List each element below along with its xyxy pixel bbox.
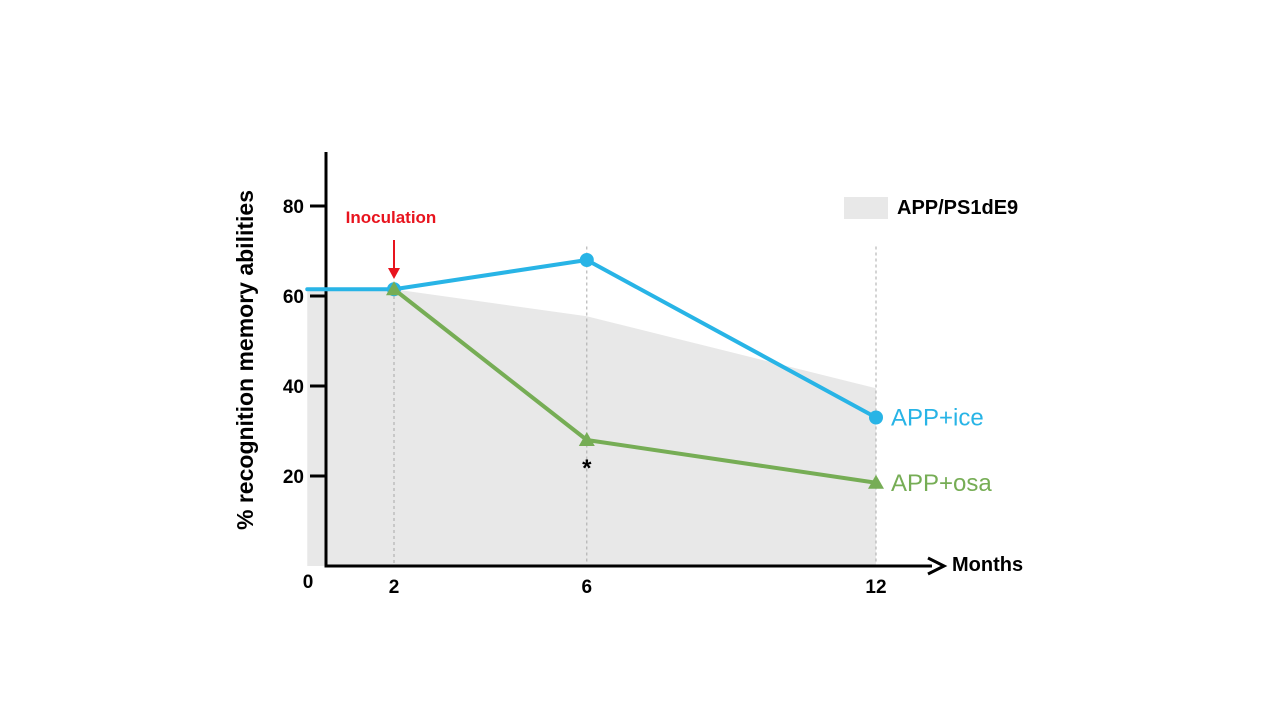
data-point xyxy=(386,281,402,296)
data-point xyxy=(868,474,884,489)
app-ps1de9-area xyxy=(307,289,876,566)
significance-asterisk: * xyxy=(582,455,592,482)
x-axis-arrow-icon xyxy=(927,556,948,576)
legend-swatch xyxy=(844,197,888,219)
origin-label: 0 xyxy=(303,572,314,593)
y-axis-label: % recognition memory abilities xyxy=(232,190,258,530)
series-label: APP+ice xyxy=(891,405,984,432)
x-tick-label: 6 xyxy=(582,577,593,598)
legend-label: APP/PS1dE9 xyxy=(897,197,1018,219)
y-tick-label: 40 xyxy=(283,377,304,398)
y-tick-label: 80 xyxy=(283,197,304,218)
inoculation-arrow-icon xyxy=(388,268,400,279)
data-point xyxy=(578,432,595,446)
x-tick-label: 12 xyxy=(865,577,886,598)
data-point xyxy=(869,410,883,425)
y-tick-label: 20 xyxy=(283,467,304,488)
series-line-app-ice xyxy=(305,258,878,420)
y-tick-label: 60 xyxy=(283,287,304,308)
series-label: APP+osa xyxy=(891,470,992,497)
data-point xyxy=(579,253,594,267)
x-tick-label: 2 xyxy=(389,577,400,598)
inoculation-label: Inoculation xyxy=(346,208,437,227)
x-axis-label: Months xyxy=(952,554,1023,576)
